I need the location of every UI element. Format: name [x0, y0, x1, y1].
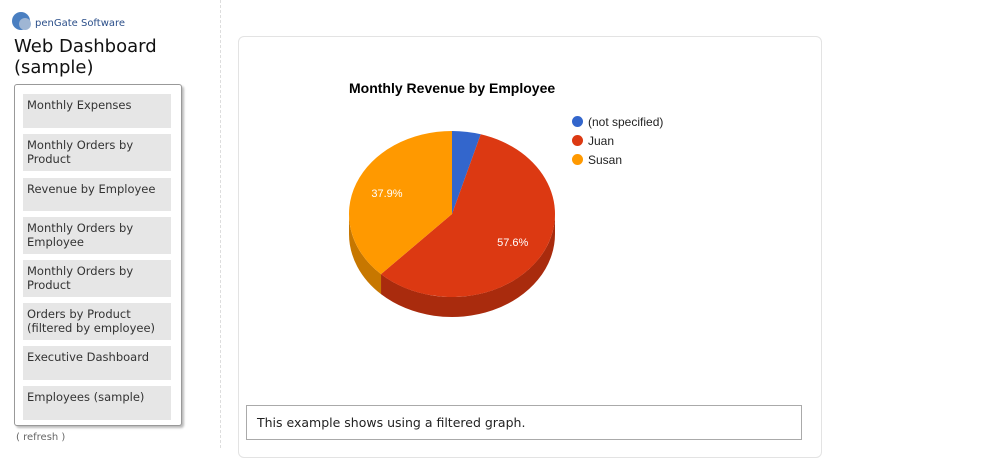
pie-slice-1[interactable] — [381, 134, 555, 297]
logo: penGate Software — [12, 8, 125, 34]
logo-mark-icon — [12, 12, 31, 30]
legend-swatch-0 — [572, 116, 583, 127]
nav-item-executive-dashboard[interactable]: Executive Dashboard — [23, 346, 171, 381]
nav-item-monthly-orders-by-product-2[interactable]: Monthly Orders by Product — [23, 260, 171, 298]
nav-item-monthly-orders-by-product[interactable]: Monthly Orders by Product — [23, 134, 171, 172]
pie-label-2: 37.9% — [371, 188, 402, 200]
legend-swatch-2 — [572, 154, 583, 165]
app-title-line2: (sample) — [14, 57, 94, 78]
legend-label-2: Susan — [588, 152, 623, 167]
nav-item-monthly-orders-by-employee[interactable]: Monthly Orders by Employee — [23, 217, 171, 255]
description-box: This example shows using a filtered grap… — [246, 405, 802, 440]
pie-label-1: 57.6% — [497, 237, 528, 249]
legend-swatch-1 — [572, 135, 583, 146]
pie-slice-2[interactable] — [349, 131, 452, 275]
chart-title: Monthly Revenue by Employee — [349, 80, 556, 96]
divider — [220, 0, 221, 448]
pie-side-2-0 — [349, 214, 382, 295]
app-title: Web Dashboard (sample) — [14, 36, 214, 78]
legend-item-1[interactable]: Juan — [572, 131, 663, 150]
nav-item-monthly-expenses[interactable]: Monthly Expenses — [23, 94, 171, 129]
sidebar-nav: Monthly Expenses Monthly Orders by Produ… — [14, 84, 182, 426]
nav-item-orders-by-product-filtered[interactable]: Orders by Product (filtered by employee) — [23, 303, 171, 341]
pie-chart: 57.6% 37.9% — [349, 131, 555, 317]
nav-item-employees-sample[interactable]: Employees (sample) — [23, 386, 171, 421]
nav-item-revenue-by-employee[interactable]: Revenue by Employee — [23, 178, 171, 212]
pie-slice-0[interactable] — [452, 131, 481, 214]
chart-legend: (not specified) Juan Susan — [572, 112, 663, 169]
legend-item-0[interactable]: (not specified) — [572, 112, 663, 131]
refresh-link[interactable]: ( refresh ) — [16, 432, 66, 443]
legend-item-2[interactable]: Susan — [572, 150, 663, 169]
pie-side-1-0 — [381, 214, 555, 317]
logo-text: penGate Software — [35, 17, 126, 29]
legend-label-0: (not specified) — [588, 114, 664, 129]
legend-label-1: Juan — [588, 133, 615, 148]
app-title-line1: Web Dashboard — [14, 36, 157, 57]
